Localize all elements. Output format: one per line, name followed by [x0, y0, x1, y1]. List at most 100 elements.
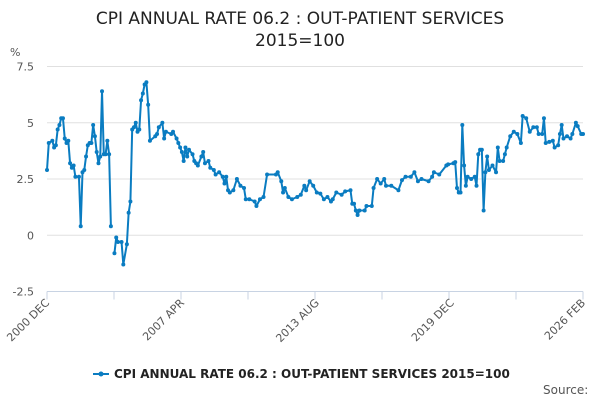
data-point[interactable]	[403, 174, 408, 179]
data-point[interactable]	[570, 132, 575, 136]
data-point[interactable]	[281, 190, 286, 195]
data-point[interactable]	[146, 102, 151, 107]
data-point[interactable]	[314, 190, 319, 195]
data-point[interactable]	[518, 141, 523, 145]
data-point[interactable]	[520, 114, 525, 118]
data-point[interactable]	[408, 174, 413, 179]
data-point[interactable]	[463, 183, 468, 188]
data-point[interactable]	[71, 163, 76, 168]
data-point[interactable]	[238, 183, 243, 188]
data-point[interactable]	[133, 120, 138, 125]
data-point[interactable]	[140, 91, 145, 96]
data-point[interactable]	[107, 152, 112, 157]
data-point[interactable]	[222, 181, 227, 186]
data-point[interactable]	[527, 129, 532, 134]
data-point[interactable]	[541, 116, 546, 121]
data-point[interactable]	[55, 127, 60, 132]
data-point[interactable]	[536, 132, 541, 136]
data-point[interactable]	[362, 208, 367, 213]
data-point[interactable]	[573, 120, 578, 125]
data-point[interactable]	[540, 132, 545, 136]
data-point[interactable]	[176, 141, 181, 145]
data-point[interactable]	[504, 145, 509, 150]
data-point[interactable]	[89, 141, 94, 145]
data-point[interactable]	[174, 136, 179, 141]
data-point[interactable]	[139, 98, 144, 103]
data-point[interactable]	[137, 127, 142, 132]
data-point[interactable]	[357, 208, 362, 213]
data-point[interactable]	[469, 177, 474, 181]
data-point[interactable]	[103, 152, 108, 157]
data-point[interactable]	[199, 154, 204, 159]
data-point[interactable]	[426, 179, 431, 184]
data-point[interactable]	[124, 242, 129, 247]
data-point[interactable]	[559, 123, 564, 127]
data-point[interactable]	[131, 125, 136, 130]
data-point[interactable]	[112, 251, 117, 256]
data-point[interactable]	[302, 183, 307, 188]
data-point[interactable]	[94, 150, 99, 154]
data-point[interactable]	[100, 89, 105, 94]
data-point[interactable]	[454, 186, 459, 190]
data-point[interactable]	[84, 154, 89, 159]
data-point[interactable]	[115, 240, 120, 244]
data-point[interactable]	[465, 174, 470, 179]
data-point[interactable]	[265, 172, 270, 177]
data-point[interactable]	[486, 168, 491, 172]
data-point[interactable]	[430, 174, 435, 179]
data-point[interactable]	[178, 145, 183, 150]
data-point[interactable]	[415, 179, 420, 184]
data-point[interactable]	[382, 177, 387, 181]
data-point[interactable]	[581, 132, 585, 136]
data-point[interactable]	[369, 204, 374, 208]
data-point[interactable]	[105, 138, 110, 143]
data-point[interactable]	[339, 192, 344, 197]
data-point[interactable]	[446, 162, 451, 167]
data-point[interactable]	[156, 125, 161, 130]
data-point[interactable]	[298, 192, 303, 197]
data-point[interactable]	[378, 181, 383, 186]
data-point[interactable]	[242, 186, 247, 190]
data-point[interactable]	[502, 152, 507, 157]
data-point[interactable]	[437, 172, 442, 177]
data-point[interactable]	[53, 143, 58, 148]
data-point[interactable]	[185, 154, 190, 159]
data-point[interactable]	[534, 125, 539, 130]
data-point[interactable]	[201, 150, 206, 154]
data-point[interactable]	[78, 224, 83, 229]
data-point[interactable]	[575, 124, 580, 129]
data-point[interactable]	[460, 123, 465, 127]
data-point[interactable]	[275, 170, 280, 175]
data-point[interactable]	[348, 188, 353, 193]
data-point[interactable]	[375, 177, 380, 181]
data-point[interactable]	[289, 197, 294, 202]
data-point[interactable]	[352, 201, 357, 206]
data-point[interactable]	[183, 145, 188, 150]
data-point[interactable]	[57, 123, 62, 127]
data-point[interactable]	[155, 132, 160, 136]
data-point[interactable]	[121, 262, 126, 267]
data-point[interactable]	[474, 183, 479, 188]
data-point[interactable]	[76, 174, 81, 179]
data-point[interactable]	[355, 213, 360, 217]
data-point[interactable]	[321, 197, 326, 202]
data-point[interactable]	[224, 174, 229, 179]
data-point[interactable]	[206, 159, 211, 163]
data-point[interactable]	[195, 163, 200, 168]
data-point[interactable]	[568, 136, 573, 141]
data-point[interactable]	[160, 120, 165, 125]
data-point[interactable]	[190, 152, 195, 157]
data-point[interactable]	[565, 134, 570, 139]
data-point[interactable]	[472, 174, 477, 179]
data-point[interactable]	[515, 132, 520, 136]
data-point[interactable]	[231, 188, 236, 193]
data-point[interactable]	[476, 152, 481, 157]
data-point[interactable]	[179, 150, 184, 154]
data-point[interactable]	[128, 199, 133, 204]
data-point[interactable]	[62, 136, 67, 141]
data-point[interactable]	[171, 129, 176, 134]
data-point[interactable]	[557, 132, 562, 136]
data-point[interactable]	[114, 235, 119, 240]
data-point[interactable]	[144, 80, 149, 85]
data-point[interactable]	[490, 163, 495, 168]
